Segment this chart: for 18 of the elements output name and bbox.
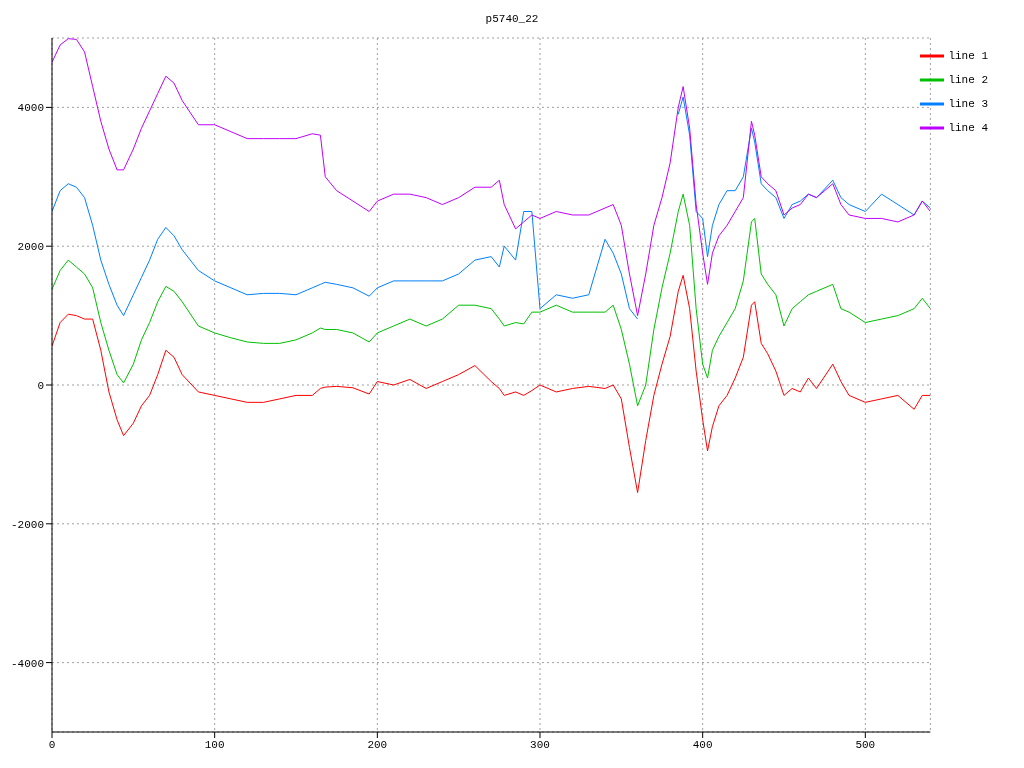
chart-title: p5740_22 xyxy=(484,12,540,27)
x-tick-label: 400 xyxy=(692,738,713,751)
y-tick-label: -4000 xyxy=(10,657,44,670)
x-tick-label: 200 xyxy=(367,738,388,751)
legend-label: line 3 xyxy=(948,97,988,110)
legend-label: line 1 xyxy=(948,49,988,62)
x-tick-label: 0 xyxy=(48,738,56,751)
y-tick-label: 0 xyxy=(37,379,44,392)
legend-label: line 2 xyxy=(948,73,988,86)
y-tick-label: 2000 xyxy=(17,241,44,254)
x-tick-label: 300 xyxy=(530,738,550,751)
legend-label: line 4 xyxy=(948,121,988,134)
line-series xyxy=(52,274,931,494)
y-tick-label: -2000 xyxy=(10,518,44,531)
y-tick-label: 4000 xyxy=(17,102,44,115)
line-series xyxy=(52,193,931,407)
x-tick-label: 500 xyxy=(855,738,876,751)
x-tick-label: 100 xyxy=(204,738,225,751)
